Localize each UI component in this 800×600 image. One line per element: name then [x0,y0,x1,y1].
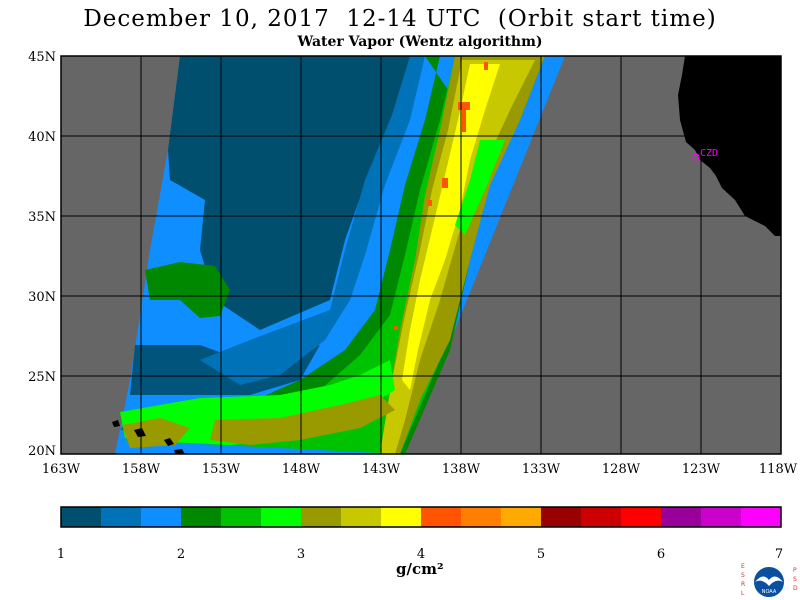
colorbar-swatch [701,507,742,527]
lon-tick-label: 153W [202,462,241,477]
noaa-seal-text: NOAA [762,589,777,595]
noaa-bird-icon [755,576,783,586]
colorbar-swatch [421,507,462,527]
colorbar-swatch [581,507,622,527]
psd-letters: PSD [793,567,798,592]
colorbar-unit: g/cm² [396,560,444,578]
lon-tick-label: 148W [282,462,321,477]
island [174,449,185,454]
island [164,438,174,446]
map-title: December 10, 2017 12-14 UTC (Orbit start… [83,6,717,32]
hotspot [462,110,466,132]
hotspot [442,178,448,188]
colorbar-tick-label: 1 [57,547,65,562]
colorbar-swatch [501,507,542,527]
map-frame [60,55,782,455]
hotspot [394,326,398,330]
colorbar-tick-label: 6 [657,547,665,562]
colorbar-swatch [101,507,142,527]
lon-tick-label: 143W [362,462,401,477]
colorbar-swatch [381,507,422,527]
colorbar-swatch [461,507,502,527]
graticule [61,56,781,454]
colorbar-tick-label: 4 [417,547,425,562]
logo-letter: L [741,590,745,597]
lon-tick-label: 118W [759,462,798,477]
colorbar [61,507,782,527]
colorbar-swatch [661,507,702,527]
colorbar-tick-label: 7 [775,547,783,562]
lat-tick-label: 20N [28,444,56,459]
lat-tick-label: 30N [28,290,56,305]
lon-tick-label: 138W [442,462,481,477]
lon-tick-label: 158W [122,462,161,477]
colorbar-tick-label: 5 [537,547,545,562]
colorbar-swatch [61,507,102,527]
lon-tick-label: 133W [522,462,561,477]
colorbar-swatch [261,507,302,527]
logo-letter: P [793,567,797,574]
colorbar-swatch [621,507,662,527]
station-label: CZD [700,148,718,159]
moist-band-yellow [402,64,500,390]
logo-letter: S [793,576,797,583]
colorbar-swatch [181,507,222,527]
moist-band-yellow-olive [380,60,535,454]
map-subtitle: Water Vapor (Wentz algorithm) [297,34,543,50]
logo-letter: R [741,581,745,588]
colorbar-swatch [541,507,582,527]
station-marker-icon [692,153,700,161]
moist-tongue-olive-sw [122,418,190,448]
colorbar-swatch [141,507,182,527]
hotspot [458,102,470,110]
swath-dark-core [168,56,410,330]
lat-tick-label: 45N [28,50,56,65]
lon-tick-label: 128W [602,462,641,477]
moist-tongue-olive [210,395,395,445]
logo-letter: D [793,585,798,592]
colorbar-tick-label: 2 [177,547,185,562]
land-north-america [678,56,781,236]
lon-tick-label: 163W [42,462,81,477]
hotspot [428,200,432,206]
logo-letter: S [741,572,745,579]
colorbar-swatch [741,507,782,527]
colorbar-swatch [341,507,382,527]
colorbar-frame [60,506,782,528]
island [134,428,146,437]
hotspot [484,62,488,70]
colorbar-swatch [301,507,342,527]
island [112,420,120,427]
colorbar-tick-label: 3 [297,547,305,562]
lat-tick-label: 25N [28,370,56,385]
lat-tick-label: 35N [28,210,56,225]
logo-letter: E [741,563,745,570]
colorbar-swatch [221,507,262,527]
moist-band-green-streak [455,140,505,235]
lon-tick-label: 123W [682,462,721,477]
swath-medium-band [200,56,425,385]
swath-green-patch [145,262,230,318]
lat-tick-label: 40N [28,130,56,145]
